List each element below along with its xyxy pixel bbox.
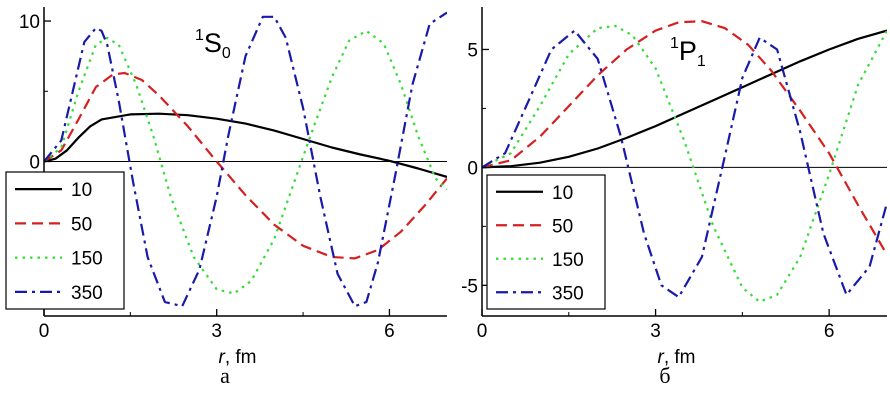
series-group — [482, 20, 887, 303]
x-axis-label-italic: r — [219, 347, 226, 368]
y-tick-label: 0 — [467, 158, 478, 179]
series-line-10 — [44, 112, 447, 178]
legend-label-350: 350 — [71, 283, 103, 304]
state-letter: P — [679, 36, 697, 66]
x-tick-label: 0 — [39, 321, 50, 342]
legend-label-50: 50 — [71, 214, 92, 235]
y-tick-label: 0 — [29, 153, 40, 174]
legend-label-10: 10 — [71, 180, 92, 201]
legend-label-50: 50 — [552, 216, 573, 237]
y-tick-label: 5 — [467, 40, 478, 61]
series-line-10 — [482, 29, 887, 169]
legend-box — [486, 174, 606, 310]
state-superscript: 1 — [670, 35, 679, 52]
x-tick-label: 3 — [211, 321, 222, 342]
x-axis-label-unit: , fm — [225, 347, 257, 368]
series-line-350 — [44, 11, 447, 308]
legend-label-150: 150 — [552, 250, 584, 271]
x-tick-label: 6 — [824, 321, 835, 342]
state-subscript: 0 — [222, 45, 231, 62]
state-label: 1P1 — [670, 35, 706, 70]
state-superscript: 1 — [195, 27, 204, 44]
x-tick-label: 3 — [650, 321, 661, 342]
y-tick-label: 10 — [19, 12, 40, 33]
state-subscript: 1 — [697, 53, 706, 70]
series-line-50 — [482, 20, 887, 256]
series-line-50 — [44, 71, 447, 260]
x-tick-label: 0 — [477, 321, 488, 342]
state-letter: S — [204, 28, 222, 58]
legend-label-10: 10 — [552, 183, 573, 204]
panel-label: б — [659, 363, 670, 388]
series-group — [44, 11, 447, 308]
state-label: 1S0 — [195, 27, 231, 62]
x-axis-label: r, fm — [658, 347, 696, 368]
legend-label-350: 350 — [552, 283, 584, 304]
legend: 10 50 150 350 — [486, 174, 606, 310]
x-tick-label: 6 — [384, 321, 395, 342]
series-line-150 — [44, 29, 447, 295]
series-line-350 — [482, 29, 887, 299]
legend-label-150: 150 — [71, 249, 103, 270]
x-axis-label-unit: , fm — [664, 347, 696, 368]
panel-label: a — [220, 363, 230, 388]
chart-panel-2: 0 3 6 -5 0 5 r, fm 1P1 10 50 150 350 б — [461, 7, 887, 388]
y-tick-label: -5 — [461, 276, 478, 297]
x-axis-label-italic: r — [658, 347, 665, 368]
legend: 10 50 150 350 — [5, 171, 125, 310]
x-axis-label: r, fm — [219, 347, 257, 368]
legend-box — [5, 171, 125, 310]
